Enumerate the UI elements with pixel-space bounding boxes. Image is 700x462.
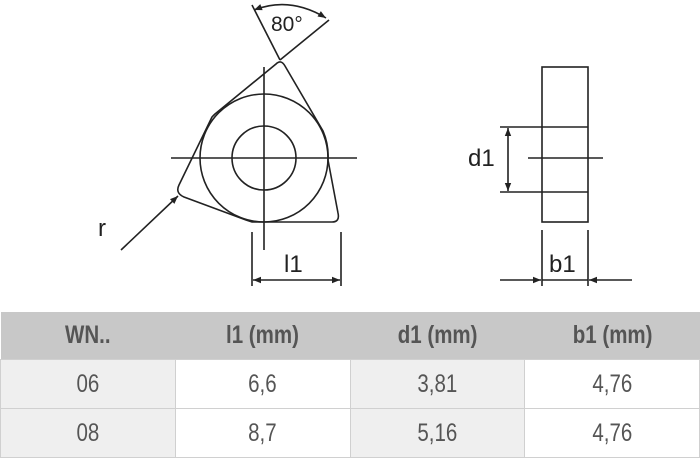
b1-label: b1 xyxy=(549,251,576,278)
l1-label: l1 xyxy=(284,251,303,278)
table-cell: 06 xyxy=(0,359,176,409)
table-cell: 6,6 xyxy=(174,359,351,409)
table-cell: 3,81 xyxy=(349,359,526,409)
table-row: 08 8,7 5,16 4,76 xyxy=(0,408,700,458)
insert-outline xyxy=(177,61,340,223)
table-cell: 4,76 xyxy=(524,408,700,458)
table-cell: 4,76 xyxy=(524,359,700,409)
dimensions-table: WN.. l1 (mm) d1 (mm) b1 (mm) 06 6,6 3,81… xyxy=(0,312,700,458)
header-cell: b1 (mm) xyxy=(524,312,700,360)
table-row: 06 6,6 3,81 4,76 xyxy=(0,359,700,409)
insert-side-view xyxy=(541,66,589,223)
table-header-row: WN.. l1 (mm) d1 (mm) b1 (mm) xyxy=(0,312,700,360)
table-cell: 8,7 xyxy=(174,408,351,458)
angle-label: 80° xyxy=(271,13,303,36)
insert-technical-drawing: 80° r l1 d1 b1 xyxy=(98,3,632,286)
header-cell: d1 (mm) xyxy=(350,312,525,360)
header-cell: WN.. xyxy=(0,312,176,360)
table-cell: 08 xyxy=(0,408,176,458)
radius-arrow xyxy=(120,195,179,251)
header-cell: l1 (mm) xyxy=(175,312,350,360)
radius-label: r xyxy=(98,215,106,242)
table-cell: 5,16 xyxy=(349,408,526,458)
angle-arc xyxy=(253,3,327,19)
d1-label: d1 xyxy=(468,145,495,172)
